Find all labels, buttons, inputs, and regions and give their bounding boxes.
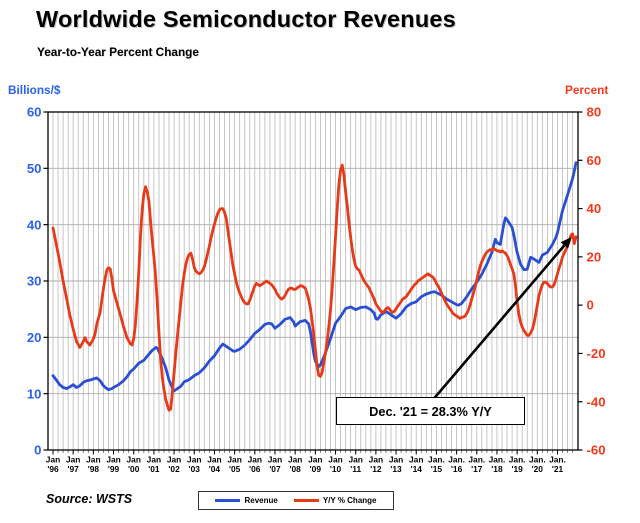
x-label-year: '12 xyxy=(370,464,382,474)
x-label-year: '06 xyxy=(249,464,261,474)
x-label-year: '00 xyxy=(128,464,140,474)
right-tick-label: 0 xyxy=(587,298,594,313)
annotation-callout-box: Dec. '21 = 28.3% Y/Y xyxy=(336,397,525,425)
x-label-month: Jan xyxy=(369,455,383,465)
x-label-year: '18 xyxy=(491,464,503,474)
x-label-year: '21 xyxy=(552,464,564,474)
x-axis-labels: Jan'96Jan'97Jan'98Jan'99Jan'00Jan'01Jan'… xyxy=(46,455,566,475)
x-label-month: Jan xyxy=(167,455,181,465)
yoy-change-line-swatch xyxy=(293,498,319,503)
chart-title: Worldwide Semiconductor Revenues xyxy=(36,6,456,32)
x-label-month: Jan. xyxy=(529,455,546,465)
x-label-month: Jan. xyxy=(428,455,445,465)
x-label-year: '15 xyxy=(431,464,443,474)
left-tick-label: 0 xyxy=(34,443,41,458)
x-label-year: '01 xyxy=(148,464,160,474)
x-label-month: Jan. xyxy=(448,455,465,465)
x-label-month: Jan xyxy=(328,455,342,465)
horizontal-gridlines xyxy=(48,167,578,395)
x-label-year: '96 xyxy=(47,464,59,474)
x-label-year: '17 xyxy=(471,464,483,474)
x-label-year: '03 xyxy=(189,464,201,474)
right-tick-label: 20 xyxy=(587,249,602,264)
legend-item-yoy-change: Y/Y % Change xyxy=(293,496,377,505)
left-tick-label: 40 xyxy=(27,217,42,232)
legend-item-revenue: Revenue xyxy=(215,496,278,505)
right-tick-label: 80 xyxy=(587,105,602,120)
right-tick-label: 60 xyxy=(587,153,602,168)
x-label-month: Jan xyxy=(227,455,241,465)
x-label-month: Jan xyxy=(409,455,423,465)
x-label-month: Jan xyxy=(248,455,262,465)
right-axis: -60 -40 -20 0 20 40 60 80 xyxy=(578,105,606,458)
left-tick-label: 30 xyxy=(27,274,42,289)
x-label-month: Jan. xyxy=(509,455,526,465)
x-label-year: '19 xyxy=(511,464,523,474)
x-label-year: '98 xyxy=(88,464,100,474)
x-label-month: Jan. xyxy=(489,455,506,465)
x-label-year: '14 xyxy=(411,464,423,474)
right-tick-label: -20 xyxy=(587,346,606,361)
x-label-month: Jan xyxy=(288,455,302,465)
x-label-year: '09 xyxy=(310,464,322,474)
left-tick-label: 20 xyxy=(27,330,42,345)
x-label-month: Jan. xyxy=(468,455,485,465)
x-label-month: Jan xyxy=(127,455,141,465)
left-tick-label: 50 xyxy=(27,161,42,176)
x-label-month: Jan xyxy=(308,455,322,465)
x-label-month: Jan xyxy=(66,455,80,465)
annotation-arrow xyxy=(433,237,572,400)
x-label-year: '13 xyxy=(390,464,402,474)
x-label-year: '16 xyxy=(451,464,463,474)
source-attribution: Source: WSTS xyxy=(46,492,133,506)
right-tick-label: 40 xyxy=(587,201,602,216)
left-axis-title: Billions/$ xyxy=(8,83,61,97)
x-label-month: Jan xyxy=(187,455,201,465)
x-label-month: Jan xyxy=(268,455,282,465)
left-axis: 0 10 20 30 40 50 60 xyxy=(27,105,48,458)
left-tick-label: 60 xyxy=(27,105,42,120)
x-label-month: Jan xyxy=(46,455,60,465)
legend-label-yoy-change: Y/Y % Change xyxy=(322,496,377,505)
legend-label-revenue: Revenue xyxy=(244,496,278,505)
x-label-year: '05 xyxy=(229,464,241,474)
left-tick-label: 10 xyxy=(27,386,42,401)
x-label-year: '02 xyxy=(168,464,180,474)
x-label-month: Jan xyxy=(147,455,161,465)
series-lines xyxy=(51,161,578,412)
x-label-month: Jan xyxy=(106,455,120,465)
right-tick-label: -40 xyxy=(587,394,606,409)
x-label-month: Jan xyxy=(389,455,403,465)
right-axis-title: Percent xyxy=(565,83,609,97)
x-label-month: Jan xyxy=(207,455,221,465)
y-y-change-line xyxy=(51,163,578,412)
x-label-year: '97 xyxy=(68,464,80,474)
x-label-month: Jan xyxy=(348,455,362,465)
x-label-year: '07 xyxy=(269,464,281,474)
x-label-year: '08 xyxy=(290,464,302,474)
x-label-month: Jan. xyxy=(549,455,566,465)
x-label-year: '11 xyxy=(350,464,361,474)
x-label-year: '20 xyxy=(532,464,544,474)
right-tick-label: -60 xyxy=(587,443,606,458)
x-label-year: '99 xyxy=(108,464,120,474)
x-label-year: '10 xyxy=(330,464,342,474)
revenue-line-swatch xyxy=(215,498,241,503)
arrowhead-icon xyxy=(560,237,572,249)
legend: Revenue Y/Y % Change xyxy=(198,491,394,510)
x-label-year: '04 xyxy=(209,464,221,474)
x-label-month: Jan xyxy=(86,455,100,465)
annotation-text: Dec. '21 = 28.3% Y/Y xyxy=(369,403,492,419)
revenue-line xyxy=(51,161,578,393)
chart-subtitle: Year-to-Year Percent Change xyxy=(37,45,199,59)
arrow-shaft xyxy=(433,244,566,400)
